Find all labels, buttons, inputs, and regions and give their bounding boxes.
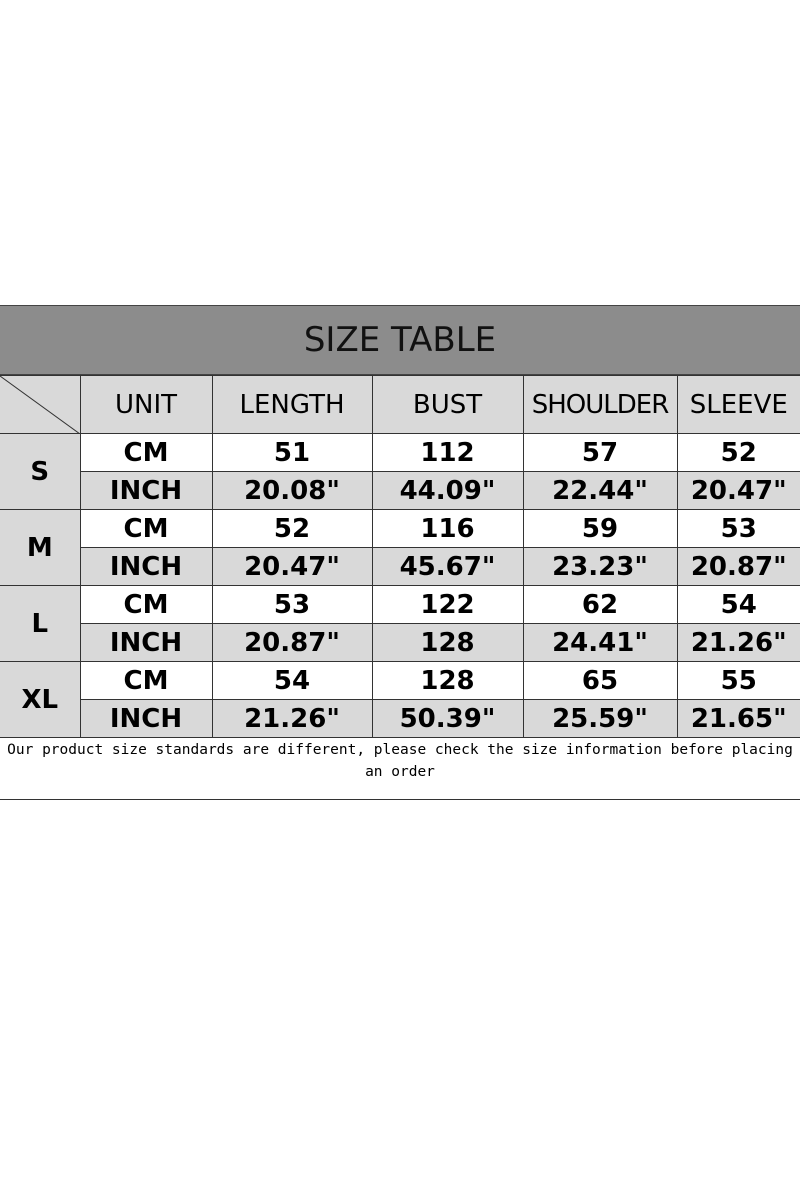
value-cell: 57: [522, 433, 678, 472]
value-cell: 24.41": [522, 623, 678, 662]
table-row-m-inch: INCH 20.47" 45.67" 23.23" 20.87": [0, 547, 800, 586]
value-cell: 53: [211, 585, 373, 624]
value-cell: 54: [676, 585, 800, 624]
value-cell: 20.87": [676, 547, 800, 586]
size-label: S: [0, 433, 81, 510]
unit-cell: CM: [79, 509, 213, 548]
value-cell: 20.08": [211, 471, 373, 510]
unit-cell: INCH: [79, 471, 213, 510]
table-row-l-cm: L CM 53 122 62 54: [0, 585, 800, 662]
table-row-m-cm: M CM 52 116 59 53: [0, 509, 800, 586]
value-cell: 112: [371, 433, 524, 472]
size-label: XL: [0, 661, 81, 738]
value-cell: 59: [522, 509, 678, 548]
value-cell: 21.26": [676, 623, 800, 662]
unit-cell: CM: [79, 661, 213, 700]
unit-cell: CM: [79, 585, 213, 624]
value-cell: 128: [371, 661, 524, 700]
table-row-xl-inch: INCH 21.26" 50.39" 25.59" 21.65": [0, 699, 800, 738]
header-bust: BUST: [371, 375, 524, 434]
header-row: UNIT LENGTH BUST SHOULDER SLEEVE: [0, 375, 800, 434]
value-cell: 65: [522, 661, 678, 700]
table-row-l-inch: INCH 20.87" 128 24.41" 21.26": [0, 623, 800, 662]
header-length: LENGTH: [211, 375, 373, 434]
value-cell: 128: [371, 623, 524, 662]
unit-cell: INCH: [79, 699, 213, 738]
unit-cell: CM: [79, 433, 213, 472]
value-cell: 23.23": [522, 547, 678, 586]
table-row-s-cm: S CM 51 112 57 52: [0, 433, 800, 510]
header-shoulder: SHOULDER: [522, 375, 678, 434]
size-table-container: SIZE TABLE UNIT LENGTH BUST SHOULDER SLE…: [0, 305, 800, 800]
value-cell: 25.59": [522, 699, 678, 738]
value-cell: 20.87": [211, 623, 373, 662]
value-cell: 51: [211, 433, 373, 472]
value-cell: 53: [676, 509, 800, 548]
value-cell: 21.26": [211, 699, 373, 738]
value-cell: 45.67": [371, 547, 524, 586]
value-cell: 21.65": [676, 699, 800, 738]
header-sleeve: SLEEVE: [676, 375, 800, 434]
value-cell: 54: [211, 661, 373, 700]
table-row-xl-cm: XL CM 54 128 65 55: [0, 661, 800, 738]
value-cell: 122: [371, 585, 524, 624]
value-cell: 50.39": [371, 699, 524, 738]
value-cell: 20.47": [676, 471, 800, 510]
value-cell: 22.44": [522, 471, 678, 510]
value-cell: 55: [676, 661, 800, 700]
unit-cell: INCH: [79, 547, 213, 586]
unit-cell: INCH: [79, 623, 213, 662]
table-row-s-inch: INCH 20.08" 44.09" 22.44" 20.47": [0, 471, 800, 510]
header-unit: UNIT: [79, 375, 213, 434]
diagonal-corner-cell: [0, 375, 81, 434]
size-label: M: [0, 509, 81, 586]
size-note: Our product size standards are different…: [0, 738, 800, 800]
value-cell: 62: [522, 585, 678, 624]
value-cell: 52: [211, 509, 373, 548]
size-label: L: [0, 585, 81, 662]
value-cell: 44.09": [371, 471, 524, 510]
table-title: SIZE TABLE: [0, 305, 800, 375]
value-cell: 20.47": [211, 547, 373, 586]
value-cell: 52: [676, 433, 800, 472]
value-cell: 116: [371, 509, 524, 548]
size-table: UNIT LENGTH BUST SHOULDER SLEEVE S CM 51 11…: [0, 375, 800, 738]
